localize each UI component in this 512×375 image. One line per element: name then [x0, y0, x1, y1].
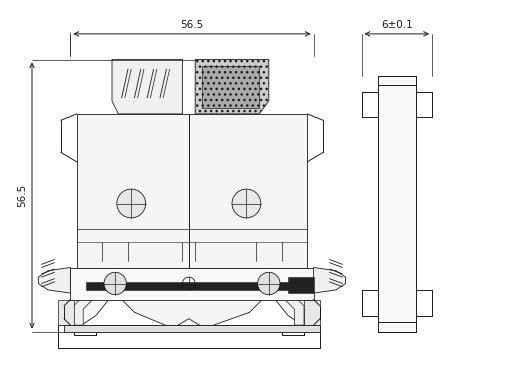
Bar [77, 114, 307, 267]
Polygon shape [57, 300, 74, 325]
Polygon shape [38, 267, 71, 293]
Bar [202, 66, 259, 108]
Text: 6±0.1: 6±0.1 [381, 20, 413, 30]
Polygon shape [64, 300, 320, 328]
Bar [378, 75, 416, 332]
Circle shape [258, 272, 280, 295]
Polygon shape [313, 267, 346, 293]
Text: 56.5: 56.5 [17, 184, 27, 207]
Polygon shape [263, 290, 304, 325]
Bar [288, 277, 313, 293]
Bar [87, 282, 297, 290]
Polygon shape [112, 60, 182, 114]
Text: 56.5: 56.5 [180, 20, 204, 30]
Bar [71, 267, 313, 300]
Bar [64, 325, 320, 332]
Polygon shape [195, 60, 269, 114]
Circle shape [117, 189, 145, 218]
Polygon shape [74, 290, 115, 325]
Circle shape [232, 189, 261, 218]
Polygon shape [304, 300, 320, 325]
Circle shape [104, 272, 126, 295]
